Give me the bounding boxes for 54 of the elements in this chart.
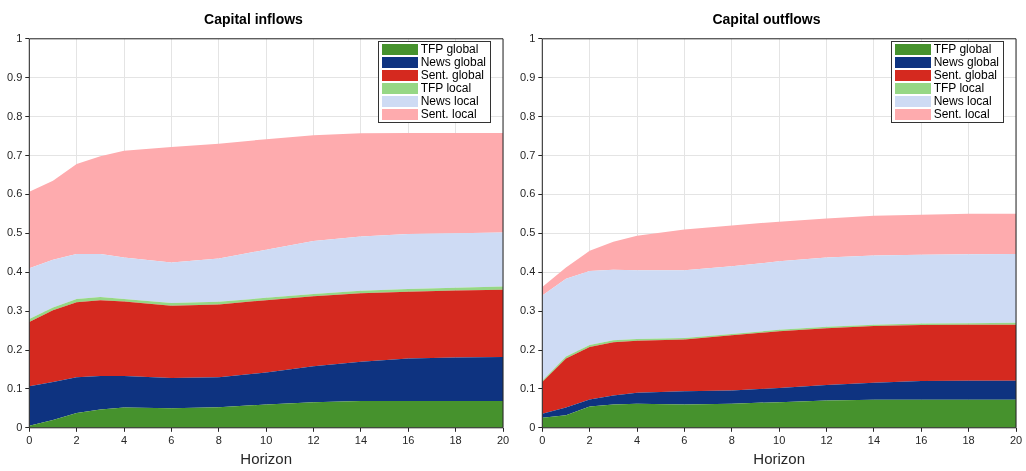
y-tick-label: 1 (16, 31, 23, 44)
legend-label: Sent. local (420, 106, 477, 121)
y-tick-label: 0.1 (6, 381, 23, 394)
x-tick-label: 12 (307, 434, 320, 447)
x-axis-title: Horizon (753, 450, 805, 468)
y-tick-label: 0.7 (6, 148, 23, 161)
y-tick-label: 0 (16, 420, 23, 433)
y-tick-label: 0 (529, 420, 536, 433)
y-tick-label: 0.8 (6, 109, 23, 122)
x-tick-label: 0 (539, 434, 546, 447)
x-tick-label: 4 (120, 434, 128, 447)
x-tick-label: 2 (586, 434, 593, 447)
chart-title: Capital outflows (712, 11, 821, 28)
legend-label: Sent. local (933, 106, 990, 121)
x-tick-label: 14 (354, 434, 368, 447)
x-tick-label: 18 (449, 434, 462, 447)
x-tick-label: 14 (867, 434, 881, 447)
x-axis-title: Horizon (240, 450, 292, 468)
x-tick-label: 20 (1009, 434, 1023, 447)
x-tick-label: 6 (681, 434, 688, 447)
y-tick-label: 0.2 (6, 343, 23, 356)
y-tick-label: 0.9 (6, 70, 23, 83)
x-tick-label: 6 (168, 434, 175, 447)
x-tick-label: 10 (260, 434, 273, 447)
legend-label: TFP global (420, 41, 479, 56)
x-tick-label: 10 (773, 434, 786, 447)
y-tick-label: 0.6 (6, 187, 23, 200)
y-tick-label: 0.5 (6, 226, 23, 239)
x-tick-label: 18 (962, 434, 975, 447)
y-tick-label: 0.6 (519, 187, 536, 200)
y-tick-label: 0.1 (519, 381, 536, 394)
x-tick-label: 16 (402, 434, 415, 447)
y-tick-label: 0.4 (519, 265, 536, 278)
legend-label: TFP global (933, 41, 992, 56)
y-tick-label: 1 (529, 31, 536, 44)
y-tick-label: 0.9 (519, 70, 536, 83)
x-tick-label: 16 (915, 434, 928, 447)
x-tick-label: 4 (633, 434, 641, 447)
x-tick-label: 8 (215, 434, 222, 447)
legend-label: News local (420, 93, 479, 108)
y-tick-label: 0.3 (519, 304, 536, 317)
y-tick-label: 0.7 (519, 148, 536, 161)
chart-title: Capital inflows (204, 11, 304, 28)
x-tick-label: 0 (26, 434, 33, 447)
legend-label: News local (933, 93, 992, 108)
y-tick-label: 0.2 (519, 343, 536, 356)
x-tick-label: 8 (728, 434, 735, 447)
y-tick-label: 0.8 (519, 109, 536, 122)
x-tick-label: 20 (496, 434, 510, 447)
y-tick-label: 0.4 (6, 265, 23, 278)
x-tick-label: 2 (73, 434, 80, 447)
y-tick-label: 0.3 (6, 304, 23, 317)
x-tick-label: 12 (820, 434, 833, 447)
y-tick-label: 0.5 (519, 226, 536, 239)
